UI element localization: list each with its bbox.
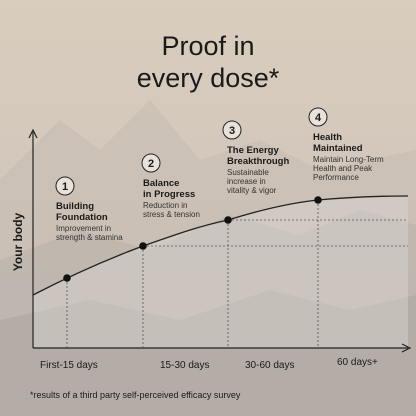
step-badge [141,153,161,173]
mountains [0,290,416,416]
axes [28,128,412,353]
step-description: Improvement in [56,224,111,233]
step-title: The Energy [227,145,279,156]
step-description: Performance [313,173,359,182]
step-badge [222,120,242,140]
x-label: 15-30 days [160,360,209,371]
step-title: Maintained [313,143,363,154]
x-label: First-15 days [40,360,98,371]
step-description: strength & stamina [56,233,123,242]
step-description: Health and Peak [313,164,373,173]
step-title: Breakthrough [227,156,289,167]
step-title: Balance [143,178,179,189]
title: Proof in [161,31,254,61]
x-label: 30-60 days [245,360,294,371]
step-title: Foundation [56,212,108,223]
points [63,196,322,282]
step-badge [308,107,328,127]
step-number: 1 [62,181,68,193]
step-title: in Progress [143,189,195,200]
title: every dose* [137,63,280,93]
step-description: Sustainable [227,168,269,177]
x-label: 60 days+ [337,357,378,368]
step-number: 2 [148,158,154,170]
step-title: Building [56,201,94,212]
step-description: increase in [227,177,266,186]
step-title: Health [313,132,342,143]
step-description: Reduction in [143,201,187,210]
step-description: stress & tension [143,210,200,219]
step-badge [55,176,75,196]
step-number: 3 [229,125,235,137]
y-axis-label: Your body [11,212,25,271]
curve-area [33,196,408,348]
footnote: *results of a third party self-perceived… [30,390,241,400]
guide-lines [66,200,408,348]
step-description: vitality & vigor [227,186,277,195]
step-number: 4 [315,112,322,124]
step-description: Maintain Long-Term [313,155,384,164]
